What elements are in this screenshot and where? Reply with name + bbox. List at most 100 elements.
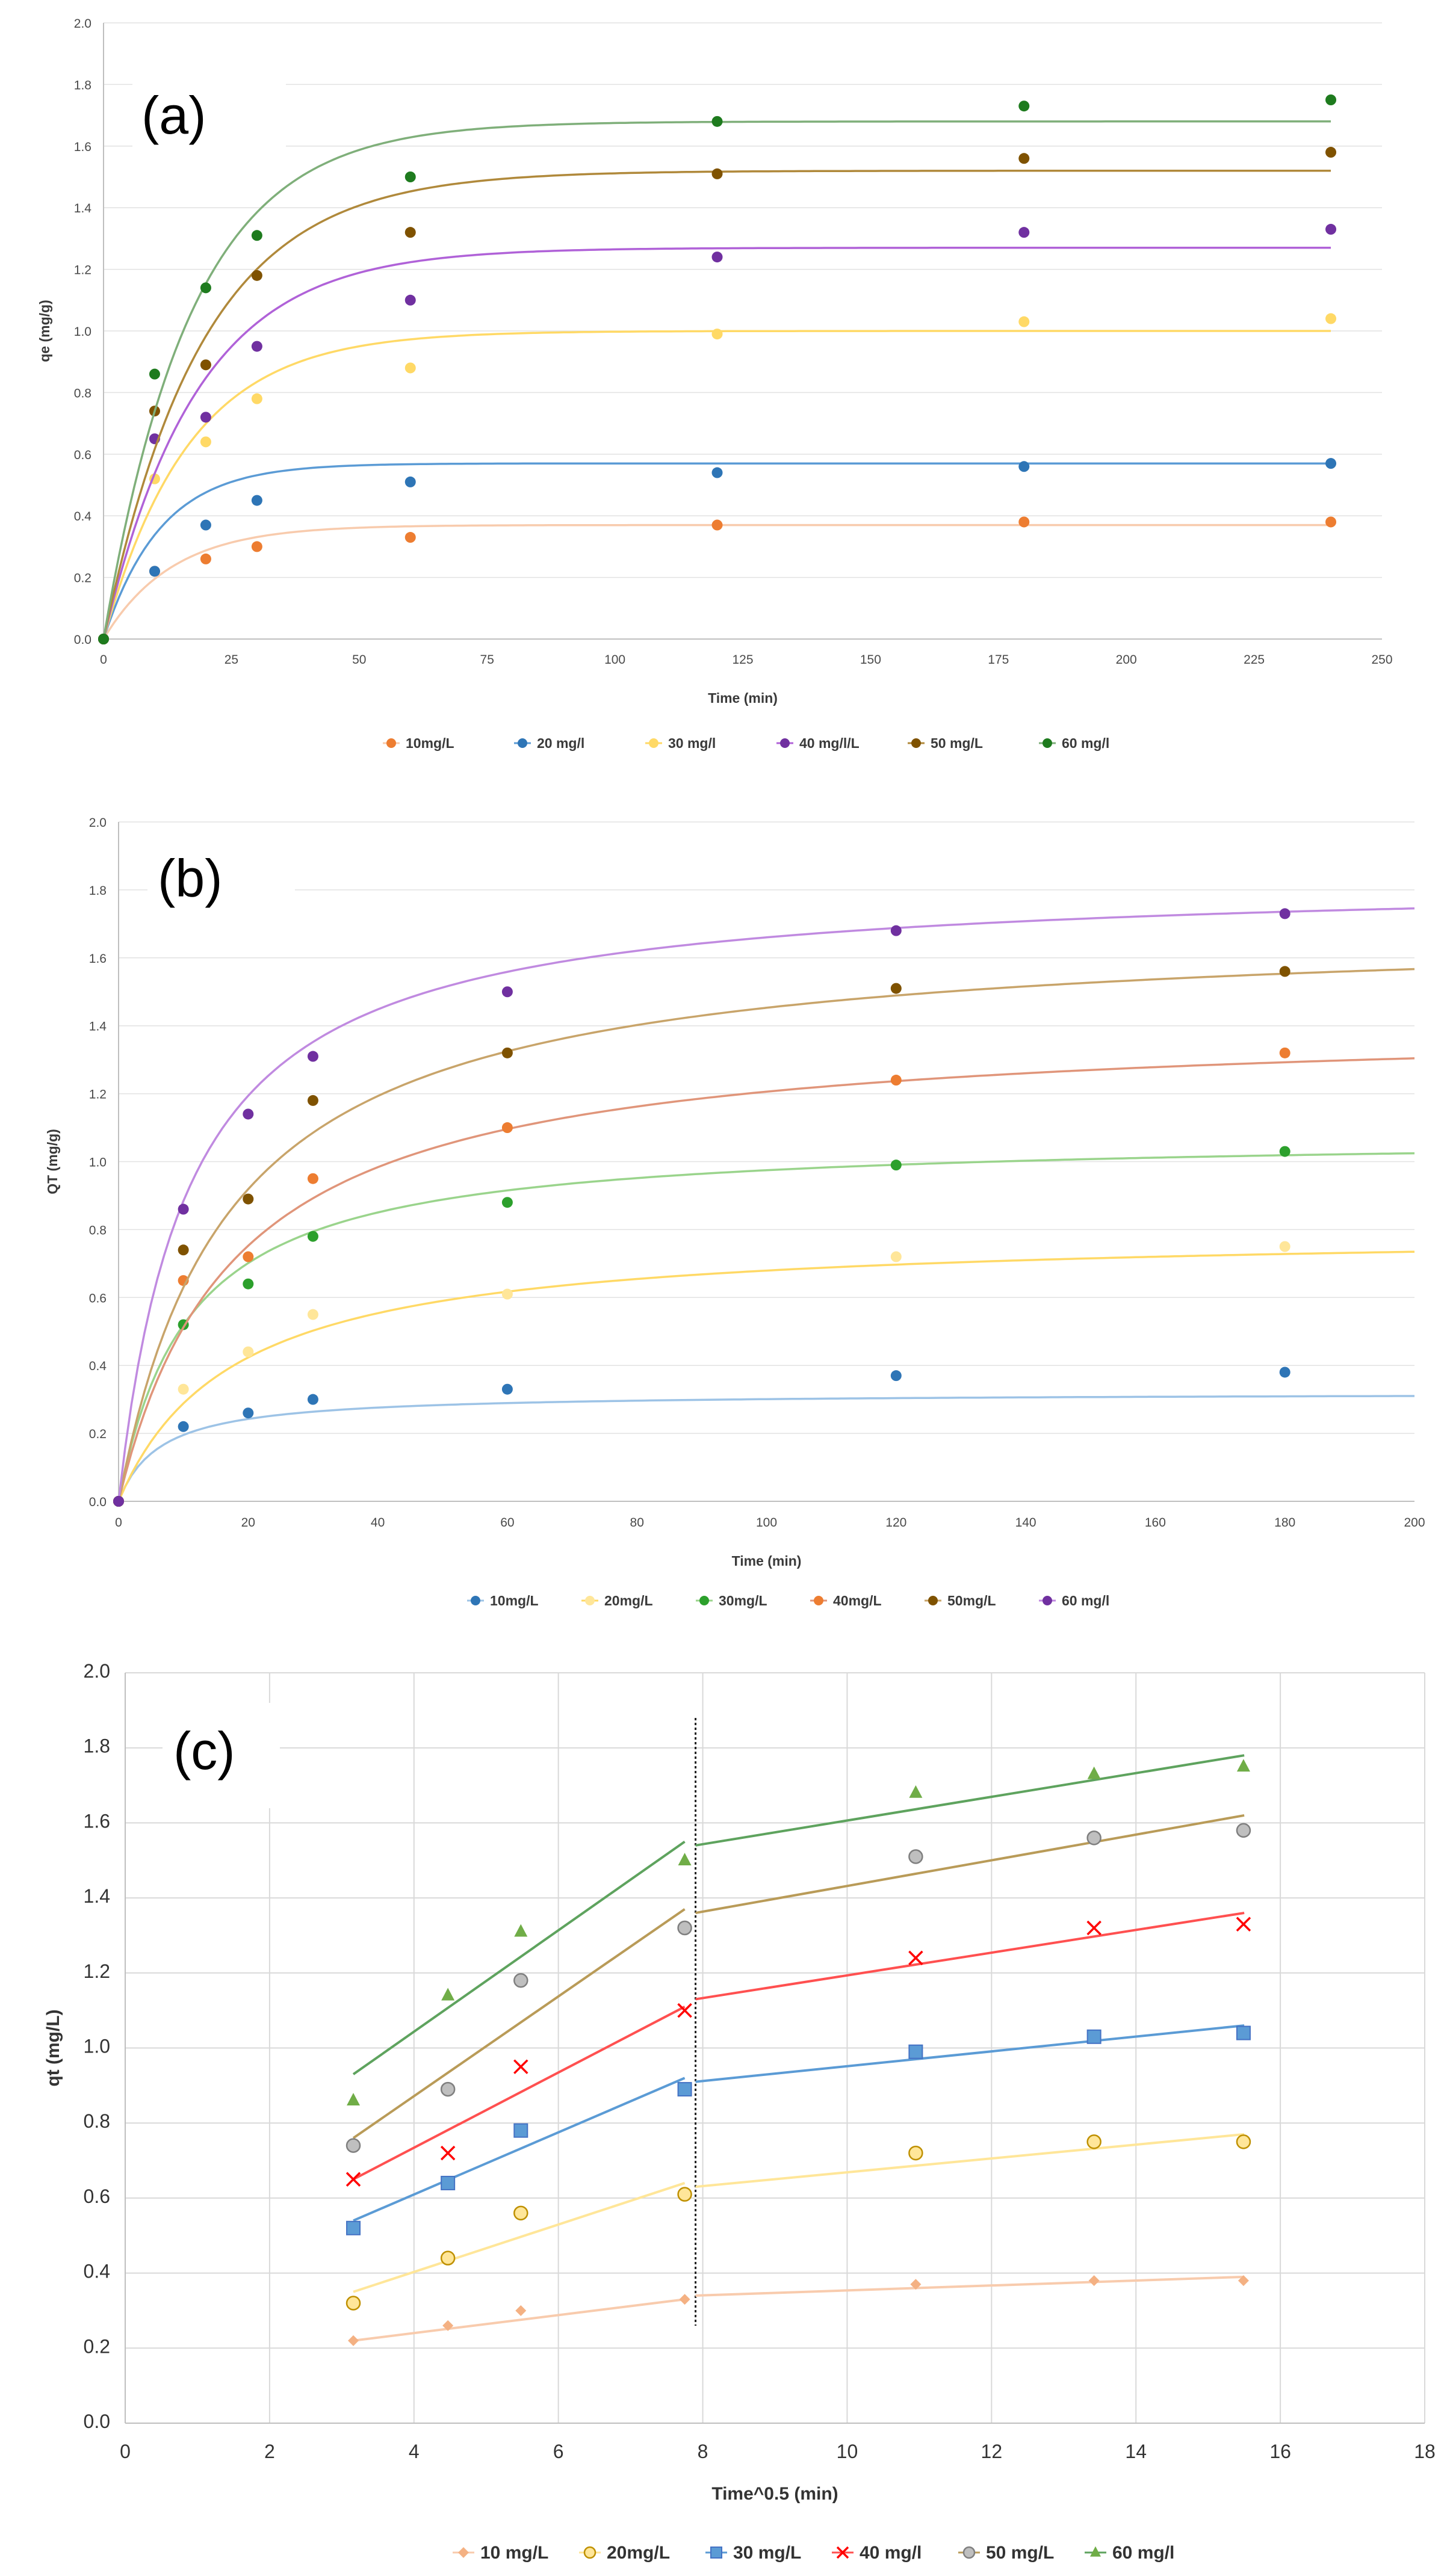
- data-point: [243, 1108, 254, 1120]
- fit-curve: [117, 968, 1415, 1502]
- data-point: [404, 476, 416, 487]
- data-point: [836, 2546, 849, 2559]
- y-tick-label: 0.0: [89, 1495, 107, 1509]
- legend-marker: [518, 738, 527, 748]
- data-point: [501, 1197, 513, 1208]
- legend-item: 50mg/L: [925, 1593, 996, 1608]
- y-tick-label: 0.2: [74, 572, 91, 585]
- data-point: [513, 2123, 528, 2138]
- data-point: [1236, 1823, 1251, 1838]
- panel-label-box: [147, 833, 295, 936]
- y-tick-label: 0.0: [84, 2411, 110, 2432]
- data-point: [711, 116, 723, 127]
- chart-panel-1: (a) 0 25 50 75 100 125 150 175 200 225 250 0.0 0.2 0.4…: [37, 17, 1393, 751]
- data-point: [1325, 94, 1337, 105]
- x-tick-label: 50: [352, 653, 366, 667]
- data-point: [251, 341, 262, 352]
- data-point: [1325, 458, 1337, 469]
- legend-item: 30 mg/L: [705, 2543, 801, 2563]
- x-tick-label: 225: [1244, 653, 1265, 667]
- data-point: [908, 1950, 923, 1966]
- data-point: [98, 634, 109, 644]
- legend-item: 20mg/L: [581, 1593, 653, 1608]
- fit-line-segment-1: [353, 2077, 686, 2222]
- y-tick-label: 0.4: [89, 1359, 107, 1373]
- data-point: [178, 1421, 189, 1432]
- legend-marker: [585, 1596, 595, 1605]
- legend-label: 30mg/L: [719, 1593, 767, 1608]
- fit-line-segment-2: [695, 1814, 1245, 1915]
- x-tick-label: 4: [409, 2441, 420, 2462]
- legend-item: 10mg/L: [383, 735, 454, 751]
- fit-line-segment-1: [352, 1840, 686, 2075]
- series-6: [113, 907, 1415, 1507]
- x-tick-label: 18: [1414, 2441, 1436, 2462]
- data-point: [1088, 2275, 1100, 2287]
- data-point: [1090, 2546, 1101, 2557]
- legend-label: 50 mg/L: [931, 735, 983, 751]
- series-6: [98, 94, 1337, 644]
- data-point: [1018, 227, 1030, 238]
- data-point: [1325, 147, 1337, 158]
- x-tick-label: 6: [553, 2441, 564, 2462]
- data-point: [404, 171, 416, 182]
- x-tick-label: 0: [115, 1516, 122, 1530]
- data-point: [1086, 1830, 1101, 1846]
- x-tick-label: 2: [264, 2441, 275, 2462]
- data-point: [513, 2059, 528, 2074]
- data-point: [200, 519, 211, 531]
- legend-item: 10mg/L: [467, 1593, 539, 1608]
- data-point: [1238, 2275, 1249, 2287]
- fit-curve: [117, 1152, 1415, 1502]
- x-tick-label: 125: [732, 653, 753, 667]
- x-axis-label: Time^0.5 (min): [711, 2484, 838, 2504]
- data-point: [1279, 1241, 1290, 1252]
- x-tick-label: 120: [885, 1516, 906, 1530]
- x-tick-label: 200: [1404, 1516, 1425, 1530]
- fit-curve: [102, 330, 1331, 640]
- data-point: [501, 986, 513, 998]
- data-point: [710, 2547, 722, 2559]
- legend-label: 60 mg/l: [1062, 1593, 1109, 1608]
- data-point: [1086, 2029, 1101, 2044]
- y-tick-label: 1.2: [89, 1088, 107, 1102]
- data-point: [1236, 2025, 1251, 2040]
- series-3: [346, 2024, 1251, 2235]
- data-point: [677, 2187, 692, 2202]
- legend-marker: [699, 1596, 709, 1605]
- data-point: [677, 2003, 692, 2018]
- series-1: [113, 1367, 1414, 1507]
- x-axis-label: Time (min): [732, 1553, 802, 1569]
- data-point: [711, 168, 723, 179]
- y-tick-label: 0.6: [89, 1291, 107, 1305]
- data-point: [513, 1973, 528, 1988]
- data-point: [404, 227, 416, 238]
- legend-item: 40 mg/l/L: [776, 735, 860, 751]
- data-point: [307, 1095, 318, 1106]
- data-point: [711, 467, 723, 478]
- fit-curve: [102, 247, 1331, 640]
- y-tick-label: 0.2: [84, 2335, 110, 2357]
- y-tick-label: 1.8: [84, 1735, 110, 1757]
- fit-line-segment-2: [695, 1754, 1245, 1847]
- x-tick-label: 150: [860, 653, 881, 667]
- data-point: [501, 1122, 513, 1134]
- legend-label: 40 mg/l/L: [799, 735, 860, 751]
- y-tick-label: 1.6: [74, 140, 91, 154]
- legend-item: 30mg/L: [696, 1593, 767, 1608]
- data-point: [1279, 966, 1290, 977]
- y-tick-label: 1.4: [89, 1020, 107, 1034]
- x-tick-label: 8: [698, 2441, 708, 2462]
- y-tick-label: 1.6: [89, 952, 107, 966]
- legend-label: 20mg/L: [607, 2543, 670, 2563]
- fit-line-segment-2: [695, 1912, 1245, 2001]
- data-point: [908, 1849, 923, 1864]
- data-point: [243, 1251, 254, 1262]
- fit-curve: [102, 120, 1331, 640]
- data-point: [149, 368, 160, 380]
- legend-label: 10mg/L: [490, 1593, 539, 1608]
- x-tick-label: 14: [1125, 2441, 1147, 2462]
- legend-label: 50 mg/L: [986, 2543, 1054, 2563]
- legend-item: 50 mg/L: [958, 2543, 1054, 2563]
- data-point: [1018, 316, 1030, 327]
